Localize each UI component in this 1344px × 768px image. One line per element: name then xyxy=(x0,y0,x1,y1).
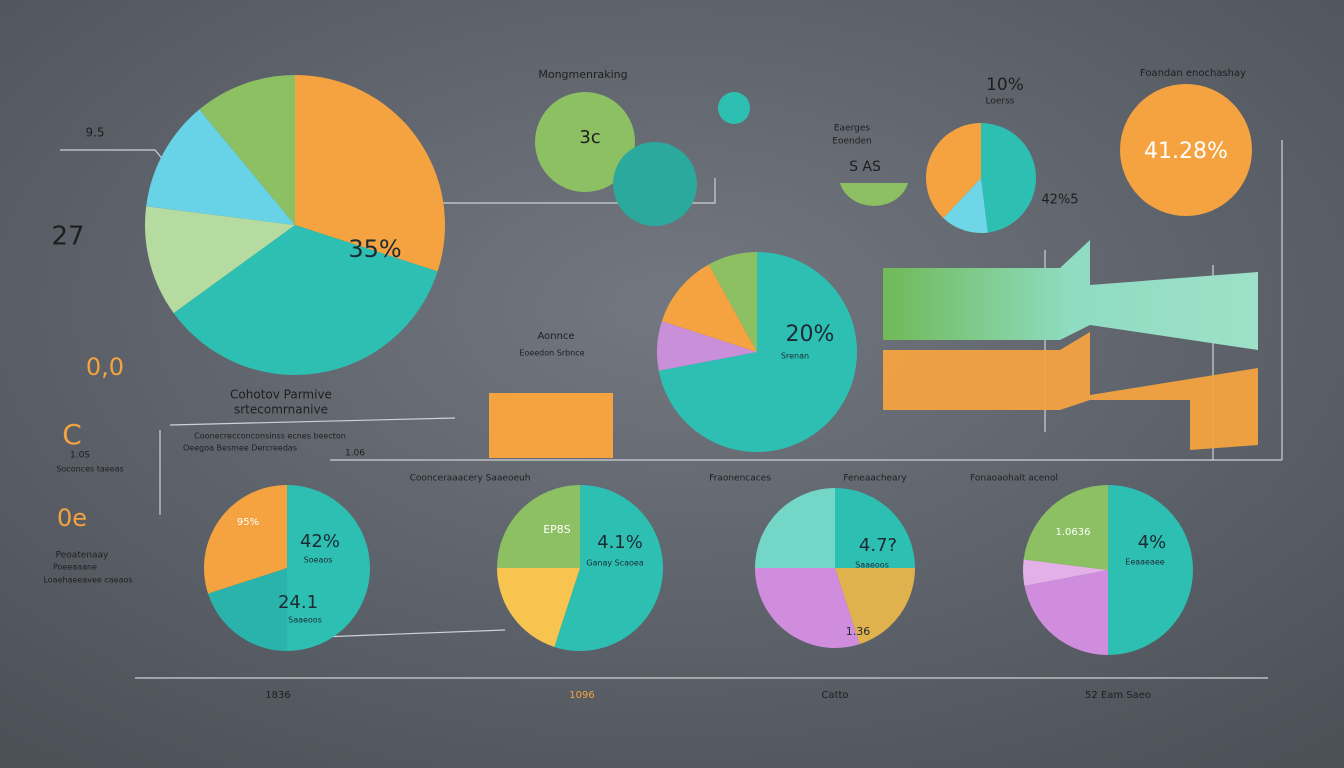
bubble xyxy=(613,142,697,226)
annotation: Coonceraaacery Saaeoeuh xyxy=(410,474,531,484)
annotation: 41.28% xyxy=(1144,139,1228,164)
bowl xyxy=(840,183,908,206)
annotation: 9.5 xyxy=(85,126,104,140)
annotation: Oeegoa Besmee Dercreedas xyxy=(183,444,297,453)
pie-slice xyxy=(755,488,835,568)
annotation: Peoatenaay xyxy=(56,551,109,561)
pie-label: Saaeoos xyxy=(855,561,889,570)
pie-label: Saaeoos xyxy=(288,616,322,625)
orange-block xyxy=(489,393,613,458)
pie-label: 4.7? xyxy=(859,535,897,556)
annotation: Catto xyxy=(821,690,848,701)
pie-slice xyxy=(835,568,915,645)
annotation: S AS xyxy=(849,159,881,175)
pie-label: 1.36 xyxy=(846,625,871,638)
pie-label: Soeaos xyxy=(304,556,333,565)
pie-label: Srenan xyxy=(781,352,809,361)
annotation: 27 xyxy=(51,222,84,252)
annotation: Loaehaeeavee caeaos xyxy=(43,576,132,585)
pie-slice xyxy=(708,252,757,352)
pie-label: 4.1% xyxy=(597,532,643,553)
annotation: Loerss xyxy=(986,97,1015,107)
annotation: 0e xyxy=(57,504,87,532)
annotation: 52 Eam Saeo xyxy=(1085,690,1151,701)
annotation: Eoenden xyxy=(832,137,871,147)
pie-slice xyxy=(943,178,988,234)
bubble xyxy=(535,92,635,192)
bubble xyxy=(718,92,750,124)
annotation: Mongmenraking xyxy=(538,68,627,81)
pie-slice xyxy=(981,123,1036,233)
pie-label: 24.1 xyxy=(278,592,318,613)
pie-slice xyxy=(1024,570,1108,655)
pie-label: EP8S xyxy=(543,523,571,536)
ribbon xyxy=(883,240,1258,350)
annotation: srtecomrnanive xyxy=(234,403,328,417)
guides xyxy=(60,140,1283,679)
pie-slice xyxy=(554,485,663,651)
pie-label: 20% xyxy=(786,322,835,347)
pie-slice xyxy=(173,225,438,375)
annotation: 3c xyxy=(579,127,600,148)
annotation: Poeeaaane xyxy=(53,563,97,572)
pie-slice xyxy=(497,485,580,568)
pie-slice xyxy=(145,206,295,314)
annotation: Coonecrecconconsinss ecnes beecton xyxy=(194,432,346,441)
annotation: 42%5 xyxy=(1041,193,1078,208)
pie-slice xyxy=(287,485,370,651)
pie-label: 42% xyxy=(300,531,340,552)
pie-slice xyxy=(657,321,757,371)
annotation: Aonnce xyxy=(537,331,574,342)
annotation: 1096 xyxy=(569,690,594,701)
pie-label: 4% xyxy=(1138,532,1167,553)
annotation: 1.06 xyxy=(345,449,365,459)
annotation: Cohotov Parmive xyxy=(230,388,332,402)
annotation: Fraonencaces xyxy=(709,474,771,484)
pie-slice xyxy=(497,568,580,647)
annotation: 0,0 xyxy=(86,353,124,381)
pie-slice xyxy=(295,75,445,272)
annotation: Feneaacheary xyxy=(843,474,907,484)
pie-slice xyxy=(661,264,757,352)
annotation: Fonaoaohalt acenol xyxy=(970,474,1058,484)
pie-slice xyxy=(925,123,981,219)
pie-slice xyxy=(204,485,287,594)
pie-slice xyxy=(755,568,860,648)
annotation: 10% xyxy=(986,75,1024,95)
pie-label: 95% xyxy=(237,517,259,528)
annotation: Foandan enochashay xyxy=(1140,68,1246,79)
pie-label: 35% xyxy=(348,235,401,263)
pie-slice xyxy=(199,75,295,225)
ribbon xyxy=(883,332,1258,450)
annotation: C xyxy=(62,418,82,451)
annotation: 1836 xyxy=(265,690,290,701)
annotation: Soconces taeeas xyxy=(56,465,123,474)
pie-slice xyxy=(835,488,915,568)
pie-label: 1.0636 xyxy=(1056,527,1091,538)
pie-slice xyxy=(658,252,857,452)
pie-slice xyxy=(208,568,287,651)
pie-slice xyxy=(1023,485,1108,570)
pie-slice xyxy=(146,109,295,225)
pie-label: Eeaaeaee xyxy=(1125,558,1165,567)
annotation: Eaerges xyxy=(834,124,871,134)
annotation: 1.0S xyxy=(70,451,90,461)
pie-slice xyxy=(1023,559,1108,586)
annotation: Eoeedon Srbnce xyxy=(519,349,584,358)
bubble xyxy=(1120,84,1252,216)
pie-slice xyxy=(1108,485,1193,655)
pie-label: Ganay Scaoea xyxy=(586,559,644,568)
